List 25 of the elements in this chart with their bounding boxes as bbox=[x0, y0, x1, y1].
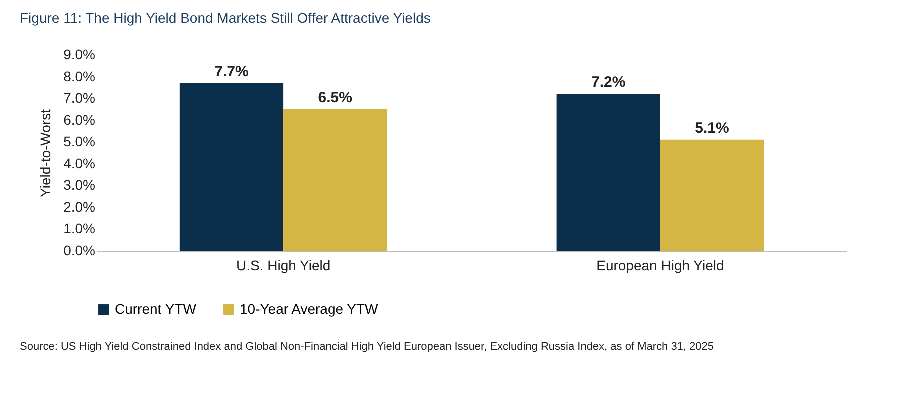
data-label: 7.2% bbox=[592, 74, 626, 92]
y-tick-label: 2.0% bbox=[64, 198, 96, 215]
bar bbox=[180, 83, 284, 251]
source-note: Source: US High Yield Constrained Index and Global Non-Financial High Yield European Issuer, Excluding Russia Index, as of March 31, 2025 bbox=[20, 341, 714, 353]
data-label: 5.1% bbox=[695, 120, 730, 137]
legend-label: 10-Year Average YTW bbox=[240, 301, 380, 317]
y-tick-label: 1.0% bbox=[64, 220, 96, 237]
x-tick-label: U.S. High Yield bbox=[236, 258, 331, 274]
chart-title: Figure 11: The High Yield Bond Markets Still Offer Attractive Yields bbox=[20, 10, 431, 26]
bar bbox=[556, 94, 660, 251]
y-axis-title: Yield-to-Worst bbox=[38, 109, 54, 198]
x-tick-label: European High Yield bbox=[596, 258, 724, 274]
legend-label: Current YTW bbox=[115, 301, 198, 317]
y-tick-label: 6.0% bbox=[64, 112, 96, 128]
y-tick-label: 0.0% bbox=[64, 242, 96, 258]
bar bbox=[284, 109, 388, 251]
y-tick-label: 3.0% bbox=[64, 177, 96, 194]
y-tick-label: 9.0% bbox=[64, 46, 96, 62]
y-tick-label: 5.0% bbox=[64, 134, 96, 150]
data-label: 6.5% bbox=[318, 89, 352, 106]
data-label: 7.7% bbox=[214, 63, 249, 80]
y-tick-label: 4.0% bbox=[64, 155, 96, 172]
y-tick-label: 8.0% bbox=[64, 68, 96, 84]
y-tick-label: 7.0% bbox=[64, 90, 96, 106]
bar bbox=[660, 140, 764, 251]
